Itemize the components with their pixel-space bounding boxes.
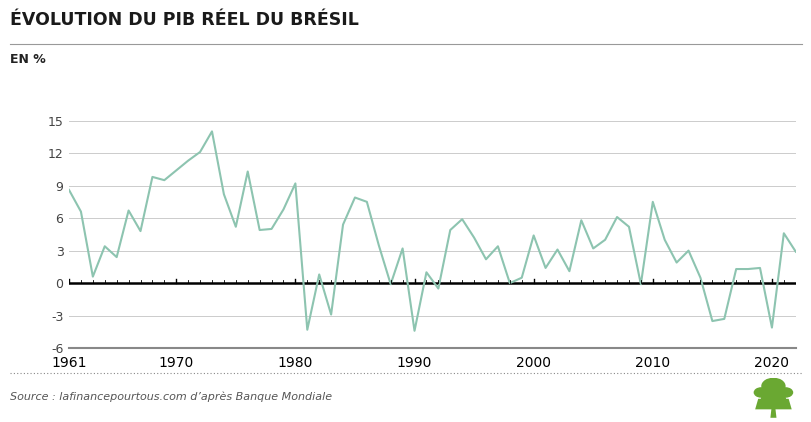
Ellipse shape bbox=[777, 387, 792, 398]
Polygon shape bbox=[754, 399, 791, 409]
Text: EN %: EN % bbox=[10, 53, 45, 66]
Polygon shape bbox=[759, 391, 786, 402]
Ellipse shape bbox=[761, 378, 784, 395]
Ellipse shape bbox=[753, 387, 768, 398]
Polygon shape bbox=[770, 407, 775, 418]
Text: Source : lafinancepourtous.com d’après Banque Mondiale: Source : lafinancepourtous.com d’après B… bbox=[10, 392, 332, 402]
Text: ÉVOLUTION DU PIB RÉEL DU BRÉSIL: ÉVOLUTION DU PIB RÉEL DU BRÉSIL bbox=[10, 11, 358, 29]
